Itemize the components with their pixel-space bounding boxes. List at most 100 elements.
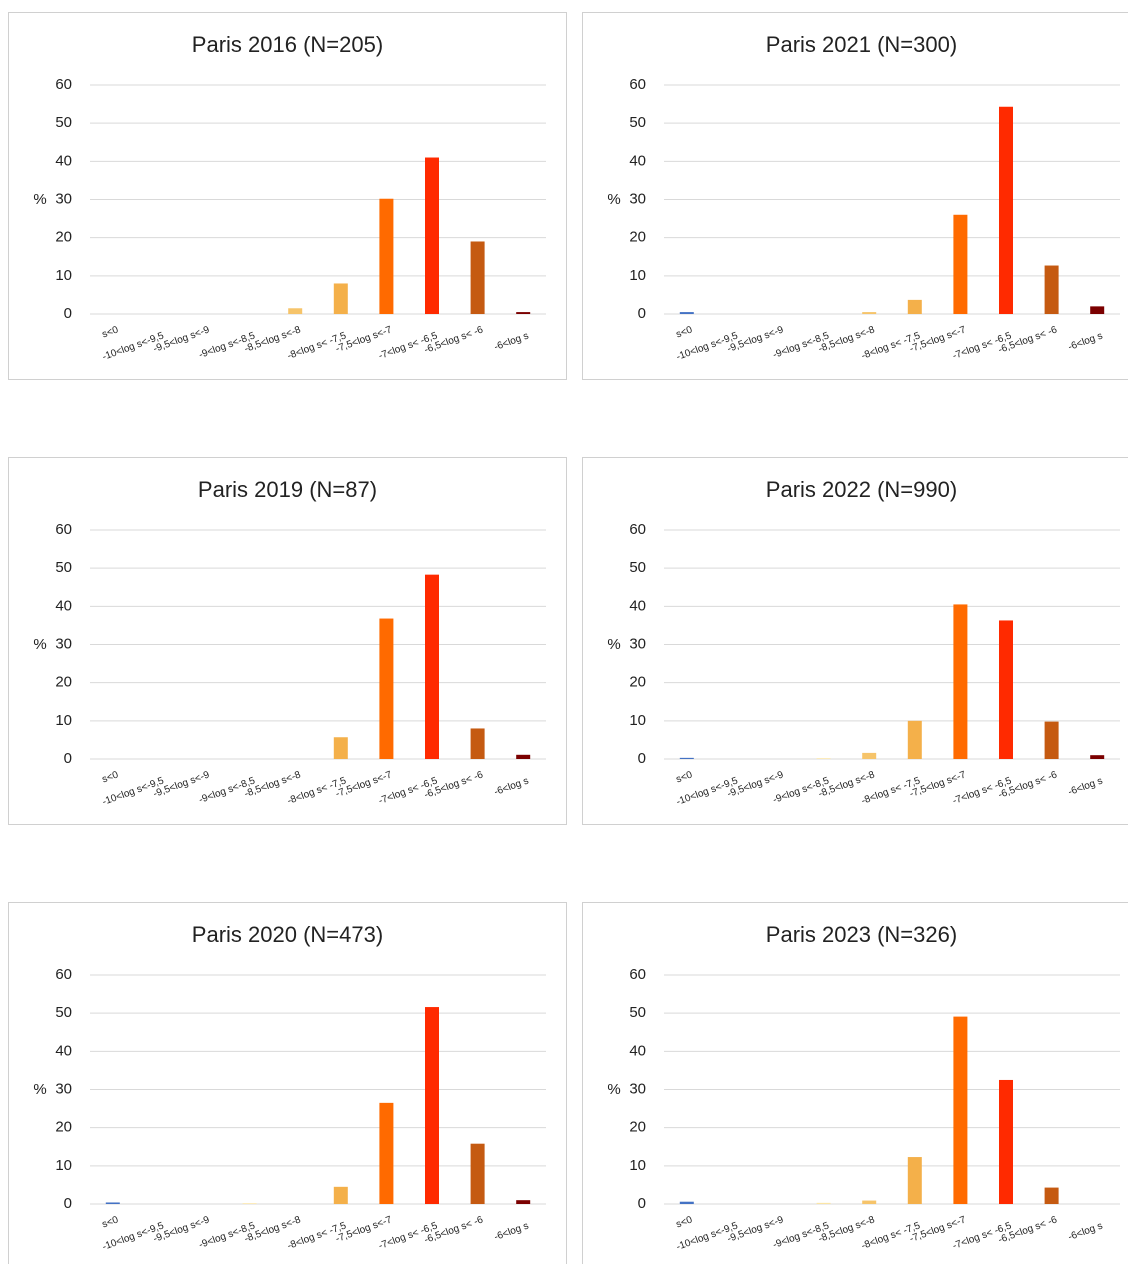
bar	[425, 1007, 439, 1204]
y-tick-label: 30	[629, 190, 646, 207]
chart: Paris 2016 (N=205)%0102030405060s<0-10<l…	[8, 12, 567, 380]
chart-frame	[582, 12, 1128, 380]
bar	[516, 754, 531, 759]
bar	[288, 308, 303, 314]
y-tick-label: 30	[55, 190, 72, 207]
chart-frame	[8, 12, 567, 380]
x-tick-label: s<0	[675, 769, 695, 785]
y-tick-label: 40	[55, 597, 72, 614]
y-tick-label: 40	[629, 1042, 646, 1059]
y-tick-label: 50	[629, 114, 646, 131]
chart: Paris 2022 (N=990)%0102030405060s<0-10<l…	[582, 457, 1128, 825]
y-tick-label: 0	[638, 305, 646, 322]
chart-frame	[8, 902, 567, 1264]
x-tick-label: s<0	[101, 1214, 121, 1230]
bar	[470, 241, 485, 314]
y-tick-label: 0	[64, 305, 72, 322]
bar	[333, 737, 348, 759]
y-tick-label: 10	[55, 712, 72, 729]
bar	[425, 574, 439, 759]
chart: Paris 2020 (N=473)%0102030405060s<0-10<l…	[8, 902, 567, 1264]
chart-frame	[582, 902, 1128, 1264]
chart-title: Paris 2016 (N=205)	[192, 32, 383, 57]
y-tick-label: 60	[55, 966, 72, 983]
bar	[470, 1143, 485, 1204]
y-tick-label: 40	[55, 1042, 72, 1059]
bar	[953, 604, 968, 759]
y-tick-label: 60	[55, 521, 72, 538]
y-tick-label: 20	[629, 229, 646, 246]
chart-frame	[582, 457, 1128, 825]
chart: Paris 2021 (N=300)%0102030405060s<0-10<l…	[582, 12, 1128, 380]
chart: Paris 2023 (N=326)%0102030405060s<0-10<l…	[582, 902, 1128, 1264]
bar	[516, 312, 531, 314]
bar	[1044, 265, 1059, 314]
bar	[907, 720, 922, 759]
bar	[1090, 306, 1105, 314]
y-tick-label: 60	[55, 76, 72, 93]
bar	[379, 198, 394, 314]
y-tick-label: 30	[629, 1080, 646, 1097]
y-tick-label: 10	[55, 267, 72, 284]
bar	[379, 1102, 394, 1204]
y-tick-label: 50	[629, 1004, 646, 1021]
bar	[679, 312, 694, 314]
x-tick-label: s<0	[101, 769, 121, 785]
x-tick-label: s<0	[101, 324, 121, 340]
y-axis-label: %	[33, 191, 46, 208]
bar	[953, 1016, 968, 1204]
bar	[1044, 721, 1059, 759]
y-tick-label: 0	[638, 750, 646, 767]
y-tick-label: 10	[55, 1157, 72, 1174]
y-tick-label: 60	[629, 966, 646, 983]
bar	[333, 1186, 348, 1204]
y-tick-label: 60	[629, 521, 646, 538]
y-axis-label: %	[607, 191, 620, 208]
bar	[1044, 1187, 1059, 1204]
bar	[816, 1202, 831, 1204]
bar	[907, 1157, 922, 1204]
y-tick-label: 30	[629, 635, 646, 652]
y-tick-label: 60	[629, 76, 646, 93]
y-tick-label: 0	[64, 1195, 72, 1212]
bar	[679, 757, 694, 759]
chart-frame	[8, 457, 567, 825]
bar	[333, 283, 348, 314]
bar	[379, 618, 394, 759]
chart-title: Paris 2020 (N=473)	[192, 922, 383, 947]
chart-title: Paris 2023 (N=326)	[766, 922, 957, 947]
bar	[816, 758, 831, 759]
y-tick-label: 30	[55, 1080, 72, 1097]
bar	[242, 1203, 257, 1204]
y-tick-label: 0	[638, 1195, 646, 1212]
bar	[516, 1200, 531, 1204]
y-tick-label: 10	[629, 267, 646, 284]
y-tick-label: 20	[629, 674, 646, 691]
y-axis-label: %	[607, 636, 620, 653]
x-tick-label: s<0	[675, 1214, 695, 1230]
y-tick-label: 50	[629, 559, 646, 576]
bar	[862, 752, 877, 759]
chart-title: Paris 2019 (N=87)	[198, 477, 377, 502]
bar	[425, 157, 439, 314]
y-tick-label: 10	[629, 1157, 646, 1174]
y-tick-label: 40	[55, 152, 72, 169]
y-tick-label: 30	[55, 635, 72, 652]
y-tick-label: 20	[629, 1119, 646, 1136]
y-tick-label: 10	[629, 712, 646, 729]
y-axis-label: %	[33, 636, 46, 653]
y-tick-label: 20	[55, 229, 72, 246]
bar	[999, 1079, 1013, 1204]
bar	[907, 299, 922, 314]
bar	[679, 1201, 694, 1204]
y-axis-label: %	[607, 1081, 620, 1098]
y-tick-label: 50	[55, 559, 72, 576]
chart: Paris 2019 (N=87)%0102030405060s<0-10<lo…	[8, 457, 567, 825]
y-tick-label: 20	[55, 1119, 72, 1136]
y-tick-label: 50	[55, 1004, 72, 1021]
y-tick-label: 0	[64, 750, 72, 767]
bar	[470, 728, 485, 759]
bar	[862, 312, 877, 314]
chart-title: Paris 2021 (N=300)	[766, 32, 957, 57]
bar	[105, 1202, 120, 1204]
